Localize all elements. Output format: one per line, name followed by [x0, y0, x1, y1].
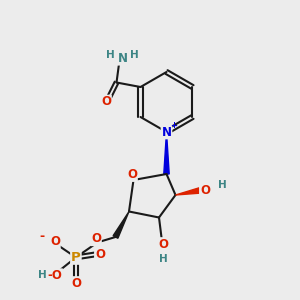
Polygon shape	[113, 212, 129, 238]
Text: O: O	[50, 235, 60, 248]
Text: H: H	[38, 270, 46, 280]
Text: O: O	[91, 232, 101, 245]
Text: O: O	[158, 238, 169, 251]
Text: O: O	[127, 168, 137, 181]
Text: H: H	[159, 254, 168, 264]
Text: O: O	[200, 184, 210, 197]
Text: H: H	[218, 179, 226, 190]
Text: N: N	[118, 52, 128, 65]
Text: O: O	[71, 277, 81, 290]
Polygon shape	[176, 188, 200, 195]
Text: O: O	[101, 95, 111, 109]
Text: N: N	[161, 125, 172, 139]
Text: -: -	[40, 230, 45, 243]
Text: P: P	[71, 251, 81, 264]
Text: O: O	[95, 248, 105, 261]
Text: H: H	[130, 50, 139, 60]
Text: -O: -O	[47, 269, 62, 282]
Text: +: +	[170, 121, 177, 130]
Polygon shape	[164, 132, 169, 174]
Text: H: H	[106, 50, 115, 60]
